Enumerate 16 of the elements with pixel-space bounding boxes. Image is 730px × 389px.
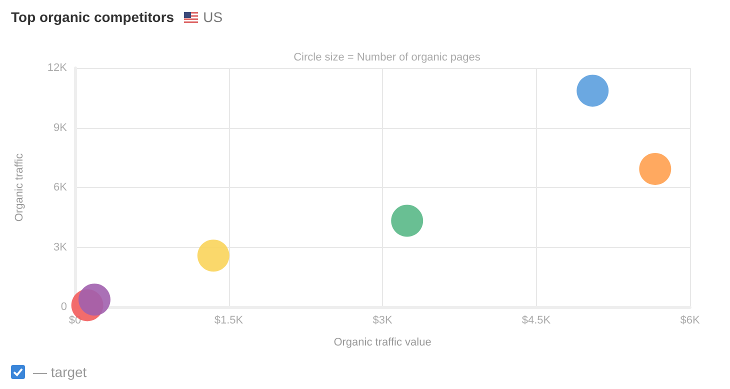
x-tick-label: $3K — [372, 314, 393, 326]
y-tick-label: 3K — [54, 241, 68, 254]
x-tick-label: $4.5K — [522, 314, 552, 326]
chart-title: Top organic competitors — [11, 9, 174, 25]
x-tick-label: $6K — [680, 314, 700, 326]
text: — target — [33, 364, 87, 380]
chart-subtitle: Circle size = Number of organic pages — [294, 52, 481, 64]
x-tick-label: $0 — [68, 314, 82, 326]
text: US — [203, 9, 223, 25]
x-tick-label: $1.5K — [214, 314, 244, 326]
y-tick-label: 0 — [60, 301, 67, 313]
y-tick-label: 6K — [54, 182, 68, 194]
y-tick-label: 9K — [54, 122, 68, 134]
x-axis-title: Organic traffic value — [334, 336, 432, 348]
y-tick-label: 12K — [47, 62, 68, 74]
y-axis-title: Organic traffic — [14, 152, 26, 222]
